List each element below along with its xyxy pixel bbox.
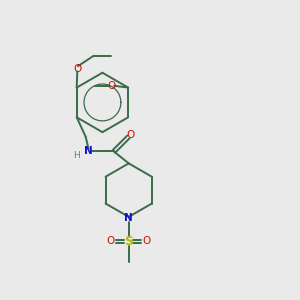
Text: S: S	[124, 235, 133, 248]
Text: O: O	[126, 130, 134, 140]
Text: N: N	[84, 146, 93, 157]
Text: O: O	[107, 236, 115, 246]
Text: O: O	[108, 81, 116, 91]
Text: O: O	[73, 64, 81, 74]
Text: N: N	[124, 213, 133, 224]
Text: H: H	[73, 151, 80, 160]
Text: O: O	[142, 236, 151, 246]
